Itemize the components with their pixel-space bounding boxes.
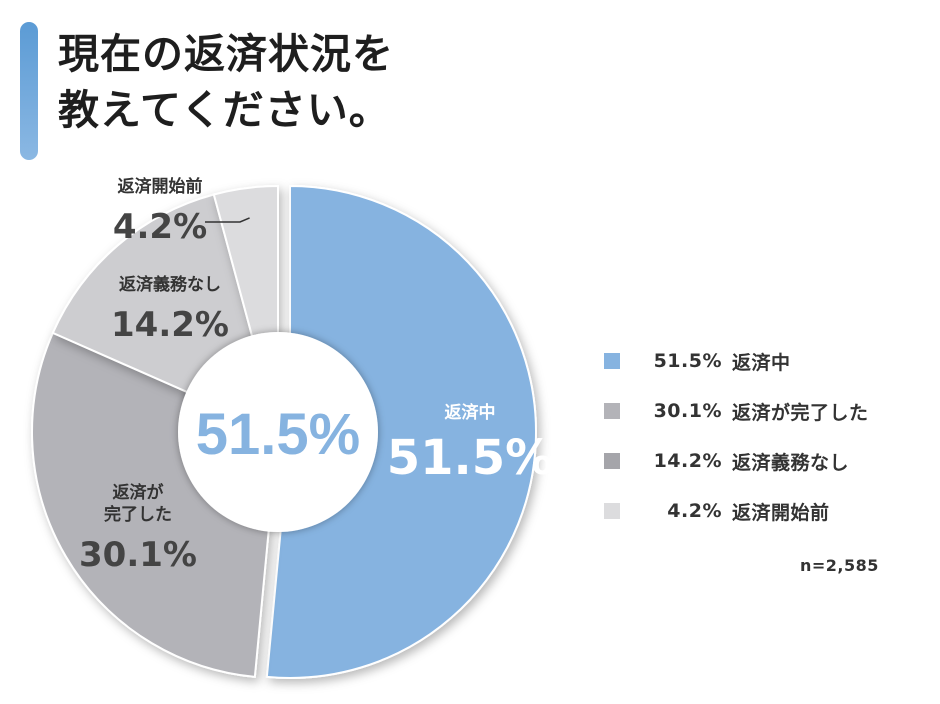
slice-label-name: 返済義務なし [119, 274, 221, 295]
slice-label-name: 返済が [113, 482, 164, 503]
legend-swatch [604, 453, 620, 469]
slice-label-value: 51.5% [387, 430, 554, 486]
slice-label-value: 4.2% [113, 207, 207, 247]
slice-labels: 返済中 51.5% 返済が完了した 30.1% 返済義務なし 14.2% 返済開始前 4.2% [79, 176, 553, 575]
legend-swatch [604, 403, 620, 419]
legend-swatch [604, 353, 620, 369]
legend-value: 4.2% [667, 500, 722, 522]
slice-label-name: 返済開始前 [118, 176, 203, 197]
page-title: 現在の返済状況を 教えてください。 [58, 26, 394, 138]
legend-item: 4.2% 返済開始前 [604, 486, 869, 536]
legend-label: 返済義務なし [732, 451, 850, 474]
legend: 51.5% 返済中 30.1% 返済が完了した 14.2% 返済義務なし 4.2… [604, 336, 869, 536]
legend-swatch [604, 503, 620, 519]
legend-value: 51.5% [653, 350, 722, 372]
slice-label-value: 30.1% [79, 535, 197, 575]
legend-item: 30.1% 返済が完了した [604, 386, 869, 436]
donut-slice-1 [265, 184, 537, 679]
legend-label: 返済中 [732, 351, 791, 374]
slice-label-value: 14.2% [111, 305, 229, 345]
title-line-1: 現在の返済状況を [58, 30, 394, 78]
slice-label-name: 返済中 [445, 402, 496, 423]
title-accent-bar [20, 22, 38, 160]
legend-value: 30.1% [653, 400, 722, 422]
sample-size: n=2,585 [800, 556, 879, 575]
legend-label: 返済が完了した [732, 401, 869, 424]
legend-value: 14.2% [653, 450, 722, 472]
legend-item: 51.5% 返済中 [604, 336, 869, 386]
title-line-2: 教えてください。 [58, 86, 391, 134]
slice-label-name: 完了した [104, 504, 172, 525]
leader-line-path [205, 217, 250, 223]
center-value-label: 51.5% [196, 402, 360, 467]
legend-item: 14.2% 返済義務なし [604, 436, 869, 486]
donut-hole [178, 332, 378, 532]
legend-label: 返済開始前 [732, 501, 830, 524]
